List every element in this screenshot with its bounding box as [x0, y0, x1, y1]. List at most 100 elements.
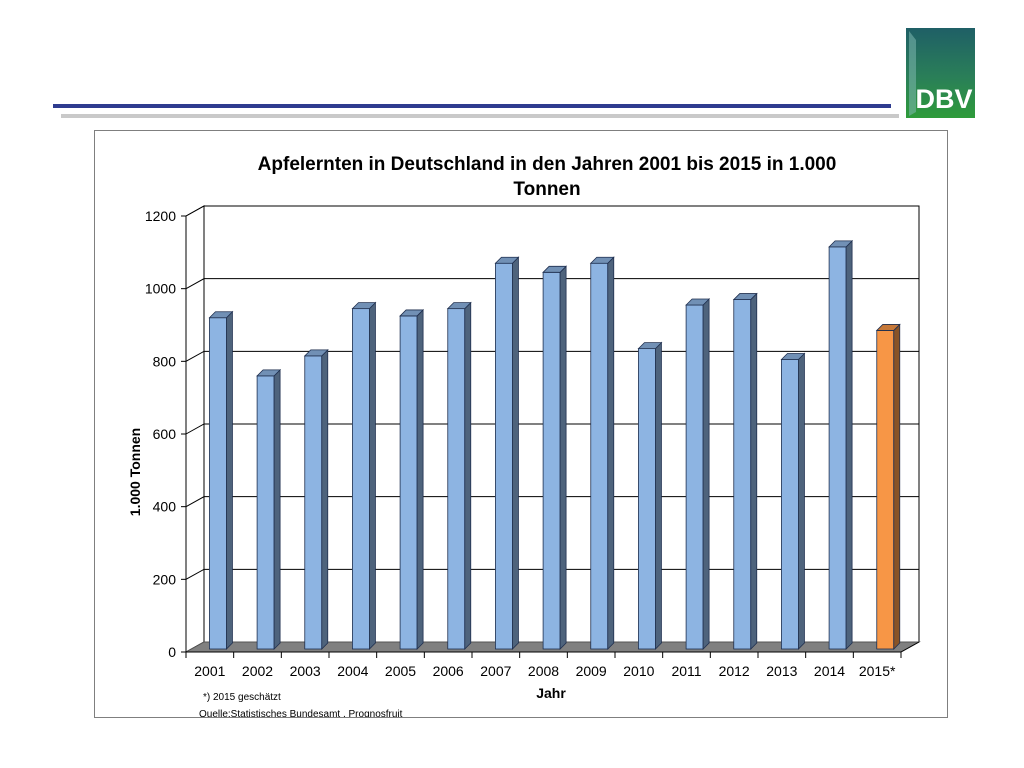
bar-side — [750, 292, 758, 650]
x-axis: 2001 2002 2003 2004 2005 2006 2007 2008 2009 2010… — [185, 641, 920, 679]
bar — [399, 308, 425, 650]
x-tick-label: 2015* — [859, 663, 896, 679]
footnote-source: Quelle:Statistisches Bundesamt , Prognos… — [199, 709, 403, 717]
bar-top — [732, 293, 758, 300]
dbv-logo: DBV — [906, 28, 975, 118]
logo-text: DBV — [915, 84, 972, 114]
x-tick-label: 2012 — [719, 663, 750, 679]
bar — [637, 341, 663, 650]
bar-side — [464, 301, 472, 650]
bar-front — [685, 304, 704, 650]
bar-front — [495, 262, 513, 650]
x-tick-label: 2007 — [480, 663, 511, 679]
bar-top — [446, 302, 472, 310]
bar-top — [685, 298, 711, 306]
bar-side — [798, 352, 805, 650]
y-tick-label: 1200 — [145, 208, 176, 224]
x-tick-label: 2014 — [814, 663, 845, 679]
x-axis-label: Jahr — [536, 685, 566, 701]
bar — [780, 352, 806, 650]
gridline — [185, 423, 919, 435]
bar-side — [273, 368, 281, 650]
bar — [732, 292, 758, 650]
y-tick-label: 1000 — [145, 281, 176, 297]
bar-front — [447, 308, 466, 650]
gridline — [185, 350, 919, 362]
bar-front — [399, 315, 418, 650]
bar-top — [780, 353, 806, 360]
x-axis-depth-line — [900, 641, 920, 653]
bar-front — [352, 308, 370, 650]
bar-side — [559, 265, 567, 650]
y-tick-label: 200 — [153, 571, 177, 587]
x-tick-label: 2002 — [242, 663, 273, 679]
bar-front — [209, 317, 227, 650]
bar-front — [590, 262, 609, 650]
y-tick-label: 800 — [153, 353, 177, 369]
x-tick-label: 2001 — [194, 663, 225, 679]
bar — [542, 265, 568, 650]
y-tick-label: 400 — [153, 499, 177, 515]
bar — [351, 301, 377, 650]
x-tick-label: 2003 — [290, 663, 321, 679]
x-tick-label: 2006 — [433, 663, 464, 679]
bar-side — [655, 341, 662, 650]
chart-title-line-1: Apfelernten in Deutschland in den Jahren… — [258, 154, 837, 175]
x-tick-label: 2010 — [623, 663, 654, 679]
x-tick-label: 2011 — [671, 663, 701, 679]
bar-side — [702, 298, 710, 650]
bar-top — [494, 256, 520, 264]
x-tick-label: 2008 — [528, 663, 559, 679]
x-tick-label: 2013 — [766, 663, 797, 679]
y-tick-label: 0 — [168, 644, 176, 660]
bar — [875, 323, 901, 650]
gridline — [185, 278, 919, 290]
bar-front — [828, 246, 847, 650]
gridline — [185, 568, 919, 580]
gridline — [185, 205, 919, 217]
bar-front — [876, 330, 895, 650]
bar-side — [512, 256, 519, 650]
y-axis: 0 200 400 600 800 1000 1200 — [145, 208, 187, 660]
bar-side — [893, 323, 901, 650]
bar-side — [369, 301, 376, 650]
chart: Apfelernten in Deutschland in den Jahren… — [127, 154, 921, 717]
header-rule-light — [61, 114, 899, 118]
bar-top — [256, 369, 282, 377]
bar-front — [638, 348, 656, 650]
chart-title-line-2: Tonnen — [513, 179, 580, 200]
bars — [208, 239, 901, 650]
bar-top — [542, 265, 568, 273]
bar — [446, 301, 472, 650]
bar — [256, 368, 282, 650]
bar — [685, 298, 711, 650]
bar-side — [321, 348, 329, 650]
bar-side — [845, 239, 853, 650]
bar-side — [416, 308, 424, 650]
header-rule-dark — [53, 104, 891, 108]
gridline — [185, 496, 919, 508]
bar-front — [781, 359, 799, 650]
bar — [589, 256, 615, 650]
bar-side — [607, 256, 615, 650]
bar-top — [875, 324, 901, 331]
footnote-estimate: *) 2015 geschätzt — [203, 692, 281, 703]
x-tick-label: 2004 — [337, 663, 368, 679]
bar-top — [589, 256, 615, 264]
bar-top — [828, 240, 854, 248]
x-tick-label: 2005 — [385, 663, 416, 679]
bar — [494, 256, 520, 650]
bar-top — [351, 302, 377, 310]
bar-front — [256, 375, 275, 650]
bar-top — [399, 309, 425, 317]
bar-side — [226, 310, 233, 650]
bar-top — [637, 342, 663, 350]
bar-front — [304, 355, 323, 650]
bar-front — [542, 271, 561, 650]
chart-title: Apfelernten in Deutschland in den Jahren… — [258, 154, 837, 200]
x-tick-label: 2009 — [576, 663, 607, 679]
bar — [303, 348, 329, 650]
bar — [828, 239, 854, 650]
y-axis-label: 1.000 Tonnen — [127, 428, 143, 516]
chart-frame: Apfelernten in Deutschland in den Jahren… — [94, 130, 948, 718]
